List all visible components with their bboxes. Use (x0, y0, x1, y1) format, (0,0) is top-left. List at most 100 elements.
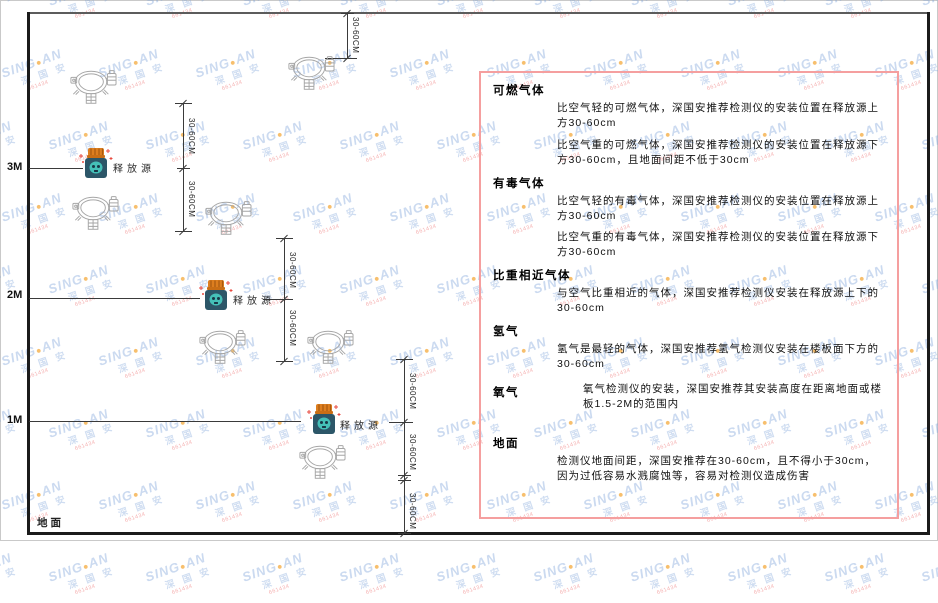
section-title: 地面 (493, 437, 519, 450)
release-source-label: 释放源 (113, 164, 155, 175)
watermark-dot-icon: ● (275, 560, 285, 573)
watermark-dot-icon: ● (372, 560, 382, 573)
watermark-red-text: 661434 (171, 583, 194, 597)
dimension-connector (175, 231, 192, 232)
ceiling-line (27, 12, 930, 14)
watermark-red-text: 661434 (753, 583, 776, 597)
release-source-icon (307, 404, 341, 434)
dimension-connector (325, 58, 357, 59)
gas-detector-icon (199, 330, 246, 364)
watermark-dot-icon: ● (178, 560, 188, 573)
section-paragraph: 氧气检测仪的安装，深国安推荐其安装高度在距离地面或楼板1.5-2M的范围内 (583, 382, 882, 410)
dimension-label: 30-60CM (408, 434, 417, 471)
section-paragraph: 与空气比重相近的气体，深国安推荐检测仪安装在释放源上下的30-60cm (557, 287, 879, 315)
dimension-connector (276, 361, 293, 362)
section-paragraph: 检测仪地面间距，深国安推荐在30-60cm，且不得小于30cm，因为过低容易水溅… (557, 454, 877, 482)
section-toxic-gas: 有毒气体 比空气轻的有毒气体，深国安推荐检测仪的安装位置在释放源上方30-60c… (493, 175, 885, 261)
section-paragraph: 比空气轻的可燃气体，深国安推荐检测仪的安装位置在释放源上方30-60cm (557, 102, 879, 129)
dimension-label: 30-60CM (408, 373, 417, 410)
release-source (77, 147, 115, 180)
dimension-line (347, 13, 348, 58)
dimension-label: 30-60CM (408, 493, 417, 530)
gas-detector-icon (288, 56, 335, 90)
section-similar-density-gas: 比重相近气体 与空气比重相近的气体，深国安推荐检测仪安装在释放源上下的30-60… (493, 267, 885, 316)
section-title: 可燃气体 (493, 85, 545, 97)
dimension-connector (389, 422, 413, 423)
gas-detector (71, 193, 119, 231)
reference-line (29, 298, 200, 299)
section-title: 有毒气体 (493, 177, 545, 190)
section-paragraph: 比空气重的有毒气体，深国安推荐检测仪的安装位置在释放源下方30-60cm (557, 231, 879, 259)
dimension-label: 30-60CM (351, 17, 360, 54)
section-ground: 地面 检测仪地面间距，深国安推荐在30-60cm，且不得小于30cm，因为过低容… (493, 435, 885, 484)
watermark-red-text: 661434 (0, 576, 22, 596)
height-label-1m: 1M (7, 414, 23, 426)
section-combustible-gas: 可燃气体 比空气轻的可燃气体，深国安推荐检测仪的安装位置在释放源上方30-60c… (493, 82, 885, 168)
watermark-red-text: 661434 (365, 583, 388, 597)
watermark-chinese-text: 深 国 安 (551, 565, 602, 592)
ground-label: 地面 (37, 517, 64, 529)
watermark-brand-text: SING●AN (143, 549, 208, 585)
watermark-red-text: 661434 (559, 583, 582, 597)
watermark-red-text: 661434 (268, 583, 291, 597)
watermark-dot-icon: ● (857, 560, 867, 573)
watermark-chinese-text: 深 国 安 (745, 565, 796, 592)
section-title: 氢气 (493, 326, 519, 339)
section-title: 氧气 (493, 386, 519, 399)
dimension-line (404, 359, 405, 533)
reference-line (29, 168, 83, 169)
release-source-icon (199, 280, 233, 310)
section-paragraph: 氢气是最轻的气体，深国安推荐氢气检测仪安装在楼板面下方的30-60cm (557, 343, 879, 370)
watermark-red-text: 661434 (656, 583, 679, 597)
gas-detector-icon (72, 196, 119, 230)
watermark-brand-text: SING●AN (0, 549, 14, 571)
right-wall-line (927, 12, 930, 535)
gas-detector (69, 67, 117, 105)
watermark-dot-icon: ● (566, 560, 576, 573)
watermark-chinese-text: 深 国 安 (357, 565, 408, 592)
watermark-brand-text: SING●AN (822, 549, 887, 585)
gas-detector-icon (205, 201, 252, 235)
dimension-label: 30-60CM (288, 310, 297, 347)
release-source-label: 释放源 (340, 421, 382, 432)
watermark-dot-icon: ● (663, 560, 673, 573)
watermark-dot-icon: ● (469, 560, 479, 573)
section-paragraph: 比空气轻的有毒气体，深国安推荐检测仪的安装位置在释放源上方30-60cm (557, 194, 879, 222)
release-source (197, 279, 235, 312)
gas-detector-icon (70, 70, 117, 104)
dimension-connector (175, 103, 192, 104)
watermark-chinese-text: 深 国 安 (0, 565, 20, 591)
watermark-chinese-text: 深 国 安 (454, 565, 505, 592)
section-hydrogen: 氢气 氢气是最轻的气体，深国安推荐氢气检测仪安装在楼板面下方的30-60cm (493, 323, 885, 372)
watermark-brand-text: SING●AN (919, 558, 938, 585)
watermark-dot-icon: ● (760, 560, 770, 573)
gas-detector (287, 53, 335, 91)
watermark-brand-text: SING●AN (628, 549, 693, 585)
gas-detector (298, 442, 346, 480)
gas-detector-icon (299, 445, 346, 479)
reference-line (29, 421, 301, 422)
dimension-connector (276, 238, 293, 239)
gas-detector-icon (307, 330, 354, 364)
watermark-brand-text: SING●AN (434, 549, 499, 585)
height-label-2m: 2M (7, 289, 23, 301)
watermark-brand-text: SING●AN (725, 549, 790, 585)
ground-line (27, 532, 930, 535)
left-wall-line (27, 12, 30, 535)
watermark-chinese-text: 深 国 安 (66, 565, 117, 592)
watermark-chinese-text: 深 国 安 (163, 565, 214, 592)
section-title: 比重相近气体 (493, 270, 571, 283)
diagram-layer: 地面 3M 2M 1M 30-60CM 30-60CM 30-60CM 30-60CM 30-… (1, 1, 937, 540)
dimension-label: 30-60CM (288, 252, 297, 289)
watermark-red-text: 661434 (74, 583, 97, 597)
gas-detector (204, 198, 252, 236)
